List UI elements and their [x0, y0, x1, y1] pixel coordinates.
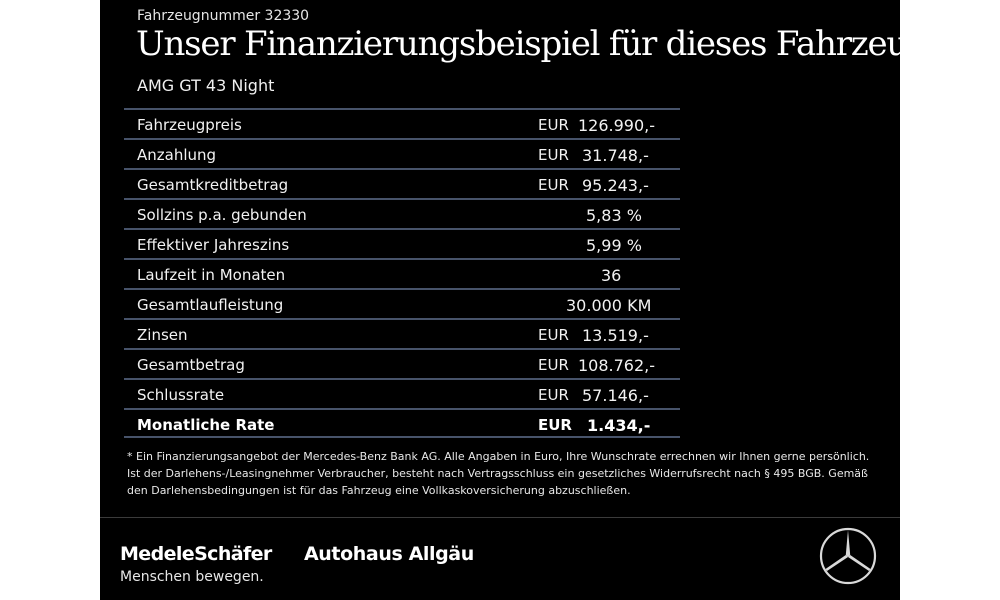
- row-amount: 5,99 %: [586, 236, 642, 255]
- mercedes-star-icon: [819, 527, 877, 585]
- vehicle-model: AMG GT 43 Night: [137, 76, 275, 95]
- page-title: Unser Finanzierungsbeispiel für dieses F…: [136, 24, 900, 64]
- row-label: Gesamtlaufleistung: [137, 296, 284, 314]
- row-amount: 126.990,-: [578, 116, 656, 135]
- row-currency: EUR: [538, 416, 572, 434]
- table-row-laufzeit: Laufzeit in Monaten 36: [124, 258, 680, 288]
- row-label: Gesamtbetrag: [137, 356, 245, 374]
- row-amount: 5,83 %: [586, 206, 642, 225]
- row-currency: EUR: [538, 326, 569, 344]
- row-label: Zinsen: [137, 326, 188, 344]
- row-label: Gesamtkreditbetrag: [137, 176, 289, 194]
- row-label: Sollzins p.a. gebunden: [137, 206, 307, 224]
- row-amount: 36: [601, 266, 622, 285]
- row-currency: EUR: [538, 356, 569, 374]
- table-row-effektiver-jahreszins: Effektiver Jahreszins 5,99 %: [124, 228, 680, 258]
- row-currency: EUR: [538, 146, 569, 164]
- row-amount: 57.146,-: [582, 386, 649, 405]
- row-label: Monatliche Rate: [137, 416, 275, 434]
- table-row-fahrzeugpreis: Fahrzeugpreis EUR 126.990,-: [124, 108, 680, 138]
- row-label: Schlussrate: [137, 386, 225, 404]
- dealer-logo-autohaus-allgaeu: Autohaus Allgäu: [304, 543, 474, 565]
- dealer-slogan: Menschen bewegen.: [120, 569, 264, 585]
- finance-panel: Fahrzeugnummer 32330 Unser Finanzierungs…: [100, 0, 900, 600]
- table-row-schlussrate: Schlussrate EUR 57.146,-: [124, 378, 680, 408]
- row-amount: 95.243,-: [582, 176, 649, 195]
- row-label: Laufzeit in Monaten: [137, 266, 286, 284]
- row-amount: 108.762,-: [578, 356, 656, 375]
- row-currency: EUR: [538, 386, 569, 404]
- row-currency: EUR: [538, 116, 569, 134]
- table-row-monatliche-rate: Monatliche Rate EUR 1.434,-: [124, 408, 680, 438]
- table-row-gesamtlaufleistung: Gesamtlaufleistung 30.000 KM: [124, 288, 680, 318]
- row-amount: 30.000 KM: [566, 296, 652, 315]
- finance-table: Fahrzeugpreis EUR 126.990,- Anzahlung EU…: [124, 108, 680, 438]
- table-row-zinsen: Zinsen EUR 13.519,-: [124, 318, 680, 348]
- table-row-sollzins: Sollzins p.a. gebunden 5,83 %: [124, 198, 680, 228]
- legal-footnote: * Ein Finanzierungsangebot der Mercedes-…: [127, 450, 870, 497]
- dealer-logo-medele-schaefer: MedeleSchäfer: [120, 543, 272, 565]
- row-amount: 1.434,-: [587, 416, 651, 435]
- row-currency: EUR: [538, 176, 569, 194]
- table-row-gesamtbetrag: Gesamtbetrag EUR 108.762,-: [124, 348, 680, 378]
- row-amount: 13.519,-: [582, 326, 649, 345]
- row-label: Effektiver Jahreszins: [137, 236, 290, 254]
- table-row-gesamtkreditbetrag: Gesamtkreditbetrag EUR 95.243,-: [124, 168, 680, 198]
- vehicle-number: Fahrzeugnummer 32330: [137, 8, 310, 24]
- table-row-anzahlung: Anzahlung EUR 31.748,-: [124, 138, 680, 168]
- row-label: Fahrzeugpreis: [137, 116, 242, 134]
- row-amount: 31.748,-: [582, 146, 649, 165]
- footer-divider: [100, 517, 900, 518]
- row-label: Anzahlung: [137, 146, 217, 164]
